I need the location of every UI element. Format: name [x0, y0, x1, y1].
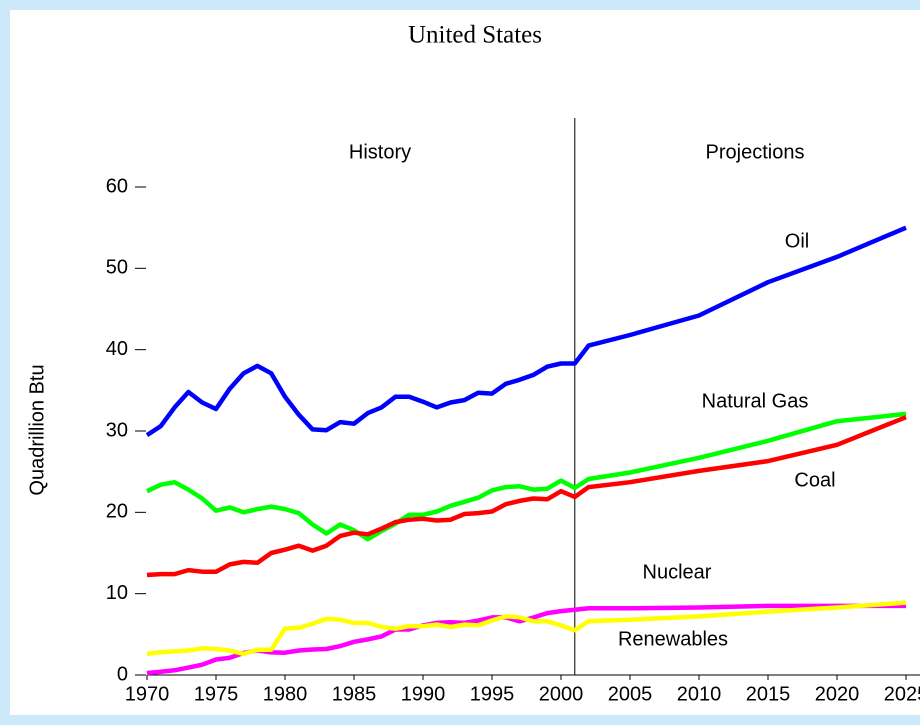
y-tick-label: 10 — [106, 582, 128, 604]
y-tick-label: 50 — [106, 257, 128, 279]
y-axis-label: Quadrillion Btu — [26, 364, 48, 495]
y-tick-label: 0 — [117, 663, 128, 685]
x-tick-label: 2020 — [815, 683, 860, 705]
series-label: Renewables — [618, 628, 728, 650]
x-tick-label: 2015 — [746, 683, 791, 705]
y-tick-label: 20 — [106, 501, 128, 523]
series-line — [146, 600, 907, 657]
x-tick-label: 1970 — [125, 683, 170, 705]
annotation: Projections — [706, 141, 805, 163]
series-line — [146, 415, 907, 578]
x-tick-label: 1975 — [194, 683, 239, 705]
series-label: Coal — [794, 469, 835, 491]
x-tick-label: 1990 — [401, 683, 446, 705]
x-tick-label: 2025 — [884, 683, 920, 705]
x-tick-label: 1985 — [332, 683, 377, 705]
series-label: Natural Gas — [702, 390, 809, 412]
x-tick-label: 2000 — [539, 683, 584, 705]
chart-title: United States — [408, 22, 542, 49]
y-tick-label: 40 — [106, 338, 128, 360]
series-label: Nuclear — [643, 561, 712, 583]
x-tick-label: 2010 — [677, 683, 722, 705]
x-tick-label: 1980 — [263, 683, 308, 705]
x-tick-label: 2005 — [608, 683, 653, 705]
annotation: History — [349, 141, 411, 163]
x-tick-label: 1995 — [470, 683, 515, 705]
y-tick-label: 30 — [106, 419, 128, 441]
panel — [10, 10, 920, 715]
series-line — [145, 225, 907, 437]
y-tick-label: 60 — [106, 175, 128, 197]
series-label: Oil — [785, 230, 809, 252]
